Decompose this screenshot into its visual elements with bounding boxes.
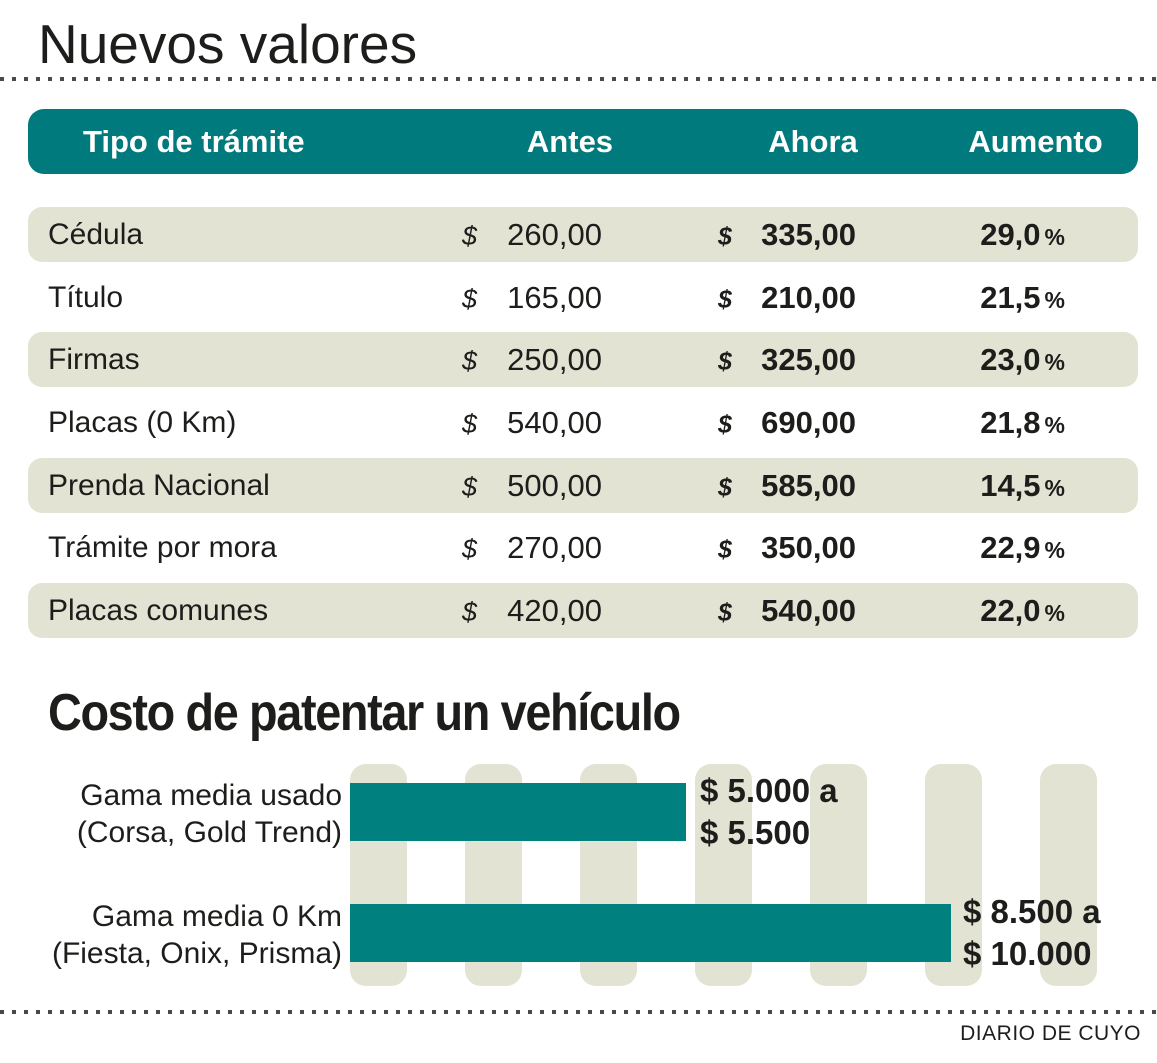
aumento-value: 22,0%	[980, 593, 1065, 628]
antes-value: $165,00	[462, 280, 602, 315]
table-row: Firmas $250,00 $325,00 23,0%	[28, 332, 1138, 387]
table-row: Trámite por mora $270,00 $350,00 22,9%	[28, 520, 1138, 575]
row-label: Cédula	[48, 217, 144, 251]
column-header-tipo: Tipo de trámite	[83, 123, 305, 159]
ahora-value: $210,00	[718, 280, 856, 315]
bar-gama-media-usado	[350, 783, 686, 841]
bar-gama-media-0km	[350, 904, 951, 962]
aumento-value: 22,9%	[980, 530, 1065, 565]
percent-symbol: %	[1044, 475, 1065, 501]
currency-symbol: $	[718, 411, 732, 439]
row-label: Placas comunes	[48, 593, 269, 627]
ahora-value: $690,00	[718, 405, 856, 440]
top-divider	[0, 77, 1157, 81]
table-row: Placas (0 Km) $540,00 $690,00 21,8%	[28, 395, 1138, 450]
ahora-value: $585,00	[718, 468, 856, 503]
antes-value: $540,00	[462, 405, 602, 440]
currency-symbol: $	[718, 223, 732, 251]
table-row: Placas comunes $420,00 $540,00 22,0%	[28, 583, 1138, 638]
aumento-value: 21,5%	[980, 280, 1065, 315]
currency-symbol: $	[462, 284, 478, 314]
currency-symbol: $	[462, 472, 478, 502]
currency-symbol: $	[718, 474, 732, 502]
grid-stripe	[1040, 764, 1097, 986]
currency-symbol: $	[718, 599, 732, 627]
bar-value-gama-media-0km: $ 8.500 a $ 10.000	[963, 893, 1101, 972]
percent-symbol: %	[1044, 224, 1065, 250]
ahora-value: $325,00	[718, 342, 856, 377]
currency-symbol: $	[462, 221, 478, 251]
currency-symbol: $	[462, 534, 478, 564]
table-row: Prenda Nacional $500,00 $585,00 14,5%	[28, 458, 1138, 513]
bar-chart: Gama media usado (Corsa, Gold Trend) $ 5…	[0, 764, 1157, 986]
ahora-value: $335,00	[718, 217, 856, 252]
aumento-value: 29,0%	[980, 217, 1065, 252]
ahora-value: $540,00	[718, 593, 856, 628]
column-header-aumento: Aumento	[968, 123, 1103, 159]
currency-symbol: $	[718, 348, 732, 376]
bar-label-gama-media-usado: Gama media usado (Corsa, Gold Trend)	[76, 779, 342, 849]
percent-symbol: %	[1044, 537, 1065, 563]
currency-symbol: $	[462, 346, 478, 376]
currency-symbol: $	[718, 536, 732, 564]
currency-symbol: $	[462, 597, 478, 627]
bottom-divider	[0, 1010, 1157, 1014]
currency-symbol: $	[462, 409, 478, 439]
percent-symbol: %	[1044, 412, 1065, 438]
chart-title: Costo de patentar un vehículo	[48, 684, 681, 742]
page-title: Nuevos valores	[38, 13, 418, 75]
antes-value: $250,00	[462, 342, 602, 377]
antes-value: $420,00	[462, 593, 602, 628]
antes-value: $270,00	[462, 530, 602, 565]
bar-label-gama-media-0km: Gama media 0 Km (Fiesta, Onix, Prisma)	[51, 900, 342, 970]
bar-value-gama-media-usado: $ 5.000 a $ 5.500	[700, 772, 838, 851]
column-header-ahora: Ahora	[768, 123, 858, 159]
percent-symbol: %	[1044, 287, 1065, 313]
percent-symbol: %	[1044, 349, 1065, 375]
aumento-value: 21,8%	[980, 405, 1065, 440]
source-credit: DIARIO DE CUYO	[960, 1022, 1141, 1045]
table-row: Título $165,00 $210,00 21,5%	[28, 270, 1138, 325]
row-label: Trámite por mora	[48, 530, 277, 564]
table-row: Cédula $260,00 $335,00 29,0%	[28, 207, 1138, 262]
aumento-value: 14,5%	[980, 468, 1065, 503]
row-label: Título	[48, 280, 124, 314]
percent-symbol: %	[1044, 600, 1065, 626]
row-label: Placas (0 Km)	[48, 405, 237, 439]
currency-symbol: $	[718, 286, 732, 314]
ahora-value: $350,00	[718, 530, 856, 565]
antes-value: $260,00	[462, 217, 602, 252]
table-header: Tipo de trámite Antes Ahora Aumento	[28, 109, 1138, 174]
antes-value: $500,00	[462, 468, 602, 503]
row-label: Prenda Nacional	[48, 468, 270, 502]
column-header-antes: Antes	[526, 123, 614, 159]
row-label: Firmas	[48, 342, 140, 376]
aumento-value: 23,0%	[980, 342, 1065, 377]
